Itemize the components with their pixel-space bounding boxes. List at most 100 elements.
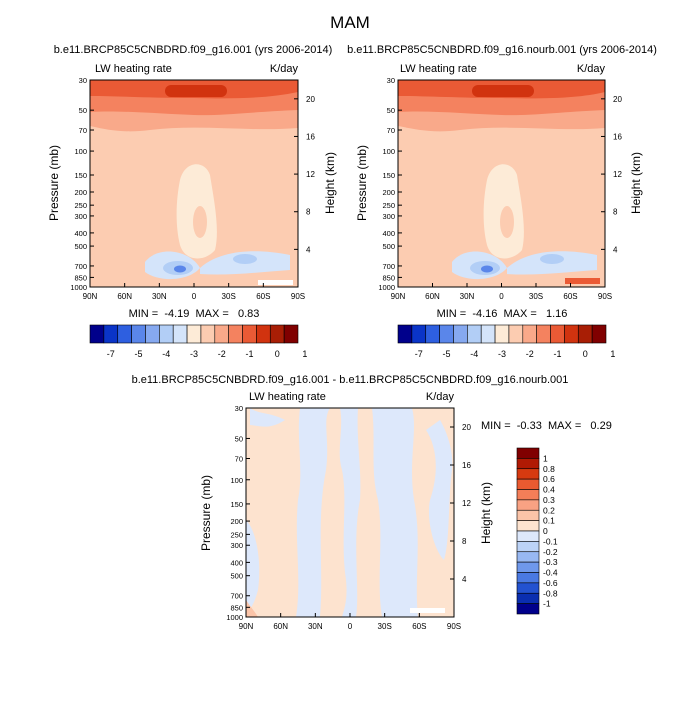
- colorbar-label: -3: [498, 349, 506, 359]
- x-tick-label: 60N: [425, 292, 440, 301]
- colorbar-label: -2: [526, 349, 534, 359]
- colorbar-label: 0: [543, 526, 548, 536]
- x-tick-label: 90S: [447, 622, 461, 631]
- colorbar-swatch: [214, 324, 229, 344]
- pressure-tick-label: 300: [230, 541, 243, 550]
- panel-2-min-max: MIN = -4.16 MAX = 1.16: [437, 308, 568, 320]
- colorbar-label: -4: [162, 349, 170, 359]
- pressure-tick-label: 700: [230, 592, 243, 601]
- height-tick-label: 8: [306, 208, 311, 217]
- colorbar-swatch: [564, 324, 579, 344]
- colorbar-swatch: [425, 324, 440, 344]
- pressure-tick-label: 300: [74, 212, 87, 221]
- pressure-tick-label: 400: [382, 229, 395, 238]
- colorbar-label: -7: [107, 349, 115, 359]
- x-tick-label: 60N: [117, 292, 132, 301]
- x-tick-label: 90N: [239, 622, 254, 631]
- colorbar-swatch: [516, 582, 540, 594]
- panel-3-ylabel: Pressure (mb): [199, 475, 213, 551]
- panel-1-ylabel: Pressure (mb): [47, 145, 61, 221]
- colorbar-swatch: [131, 324, 146, 344]
- colorbar-swatch: [516, 551, 540, 563]
- pressure-tick-label: 150: [230, 500, 243, 509]
- colorbar-swatch: [172, 324, 188, 344]
- colorbar-label: 0.6: [543, 474, 555, 484]
- colorbar-label: -0.3: [543, 557, 558, 567]
- pressure-tick-label: 400: [74, 229, 87, 238]
- panel-1-axes: 90N 60N 30N 0 30S 60S 90S 30 50 70 100 150 200 250 300…: [70, 76, 315, 301]
- colorbar-label: 1: [610, 349, 615, 359]
- panel-3-right-label: K/day: [426, 391, 455, 403]
- height-tick-label: 8: [613, 208, 618, 217]
- colorbar-swatch: [516, 458, 540, 470]
- x-tick-label: 30N: [152, 292, 167, 301]
- height-tick-label: 16: [306, 132, 315, 141]
- colorbar-swatch: [453, 324, 468, 344]
- x-tick-label: 0: [348, 622, 353, 631]
- colorbar-swatch: [508, 324, 524, 344]
- colorbar-label: 1: [302, 349, 307, 359]
- pressure-tick-label: 1000: [226, 613, 243, 622]
- x-tick-label: 90N: [83, 292, 98, 301]
- colorbar-swatch: [577, 324, 593, 344]
- colorbar-label: -1: [553, 349, 561, 359]
- pressure-tick-label: 500: [230, 572, 243, 581]
- colorbar-swatch: [186, 324, 202, 344]
- colorbar-swatch: [103, 324, 119, 344]
- colorbar-swatch: [516, 499, 540, 511]
- colorbar-swatch: [256, 324, 271, 344]
- colorbar-swatch: [480, 324, 496, 344]
- colorbar-label: -0.8: [543, 588, 558, 598]
- panel-2-ylabel-right: Height (km): [629, 152, 643, 214]
- colorbar-label: -2: [218, 349, 226, 359]
- height-tick-label: 4: [306, 245, 311, 254]
- colorbar-swatch: [536, 324, 551, 344]
- pressure-tick-label: 1000: [378, 283, 395, 292]
- figure-title: MAM: [330, 13, 370, 32]
- pressure-tick-label: 700: [74, 262, 87, 271]
- x-tick-label: 60S: [563, 292, 577, 301]
- colorbar-label: 0.4: [543, 485, 555, 495]
- colorbar-swatch: [516, 592, 540, 604]
- panel-2-axes: 90N 60N 30N 0 30S 60S 90S 30 50 70 100 150 200 250 300…: [378, 76, 622, 301]
- colorbar-swatch: [117, 324, 132, 344]
- colorbar-swatch: [467, 324, 482, 344]
- panel-3-min-max: MIN = -0.33 MAX = 0.29: [481, 420, 612, 432]
- colorbar-label: -3: [190, 349, 198, 359]
- pressure-tick-label: 70: [387, 126, 395, 135]
- x-tick-label: 90N: [391, 292, 406, 301]
- colorbar-swatch: [159, 324, 174, 344]
- pressure-tick-label: 850: [74, 273, 87, 282]
- pressure-tick-label: 500: [382, 242, 395, 251]
- colorbar-label: -4: [470, 349, 478, 359]
- panel-3-colorbar: 10.80.60.40.30.20.10-0.1-0.2-0.3-0.4-0.6…: [516, 447, 558, 615]
- pressure-tick-label: 700: [382, 262, 395, 271]
- colorbar-swatch: [516, 541, 540, 553]
- colorbar-swatch: [145, 324, 160, 344]
- colorbar-label: 0.2: [543, 505, 555, 515]
- x-tick-label: 30S: [222, 292, 236, 301]
- panel-3-left-label: LW heating rate: [249, 391, 326, 403]
- pressure-tick-label: 100: [74, 147, 87, 156]
- pressure-tick-label: 30: [387, 76, 395, 85]
- colorbar-swatch: [242, 324, 257, 344]
- x-tick-label: 0: [499, 292, 504, 301]
- colorbar-label: -1: [543, 599, 551, 609]
- height-tick-label: 8: [462, 537, 467, 546]
- colorbar-swatch: [516, 520, 540, 532]
- panel-3: b.e11.BRCP85C5CNBDRD.f09_g16.001 - b.e11…: [132, 374, 612, 631]
- colorbar-swatch: [228, 324, 243, 344]
- x-tick-label: 30N: [308, 622, 323, 631]
- pressure-tick-label: 50: [79, 106, 87, 115]
- panel-1-left-label: LW heating rate: [95, 63, 172, 75]
- height-tick-label: 4: [462, 575, 467, 584]
- height-tick-label: 4: [613, 245, 618, 254]
- colorbar-label: 0: [583, 349, 588, 359]
- panel-2: b.e11.BRCP85C5CNBDRD.f09_g16.nourb.001 (…: [347, 44, 657, 359]
- colorbar-label: -0.1: [543, 536, 558, 546]
- height-tick-label: 12: [613, 170, 622, 179]
- colorbar-label: -0.4: [543, 568, 558, 578]
- panel-1: b.e11.BRCP85C5CNBDRD.f09_g16.001 (yrs 20…: [47, 44, 337, 359]
- colorbar-label: -1: [245, 349, 253, 359]
